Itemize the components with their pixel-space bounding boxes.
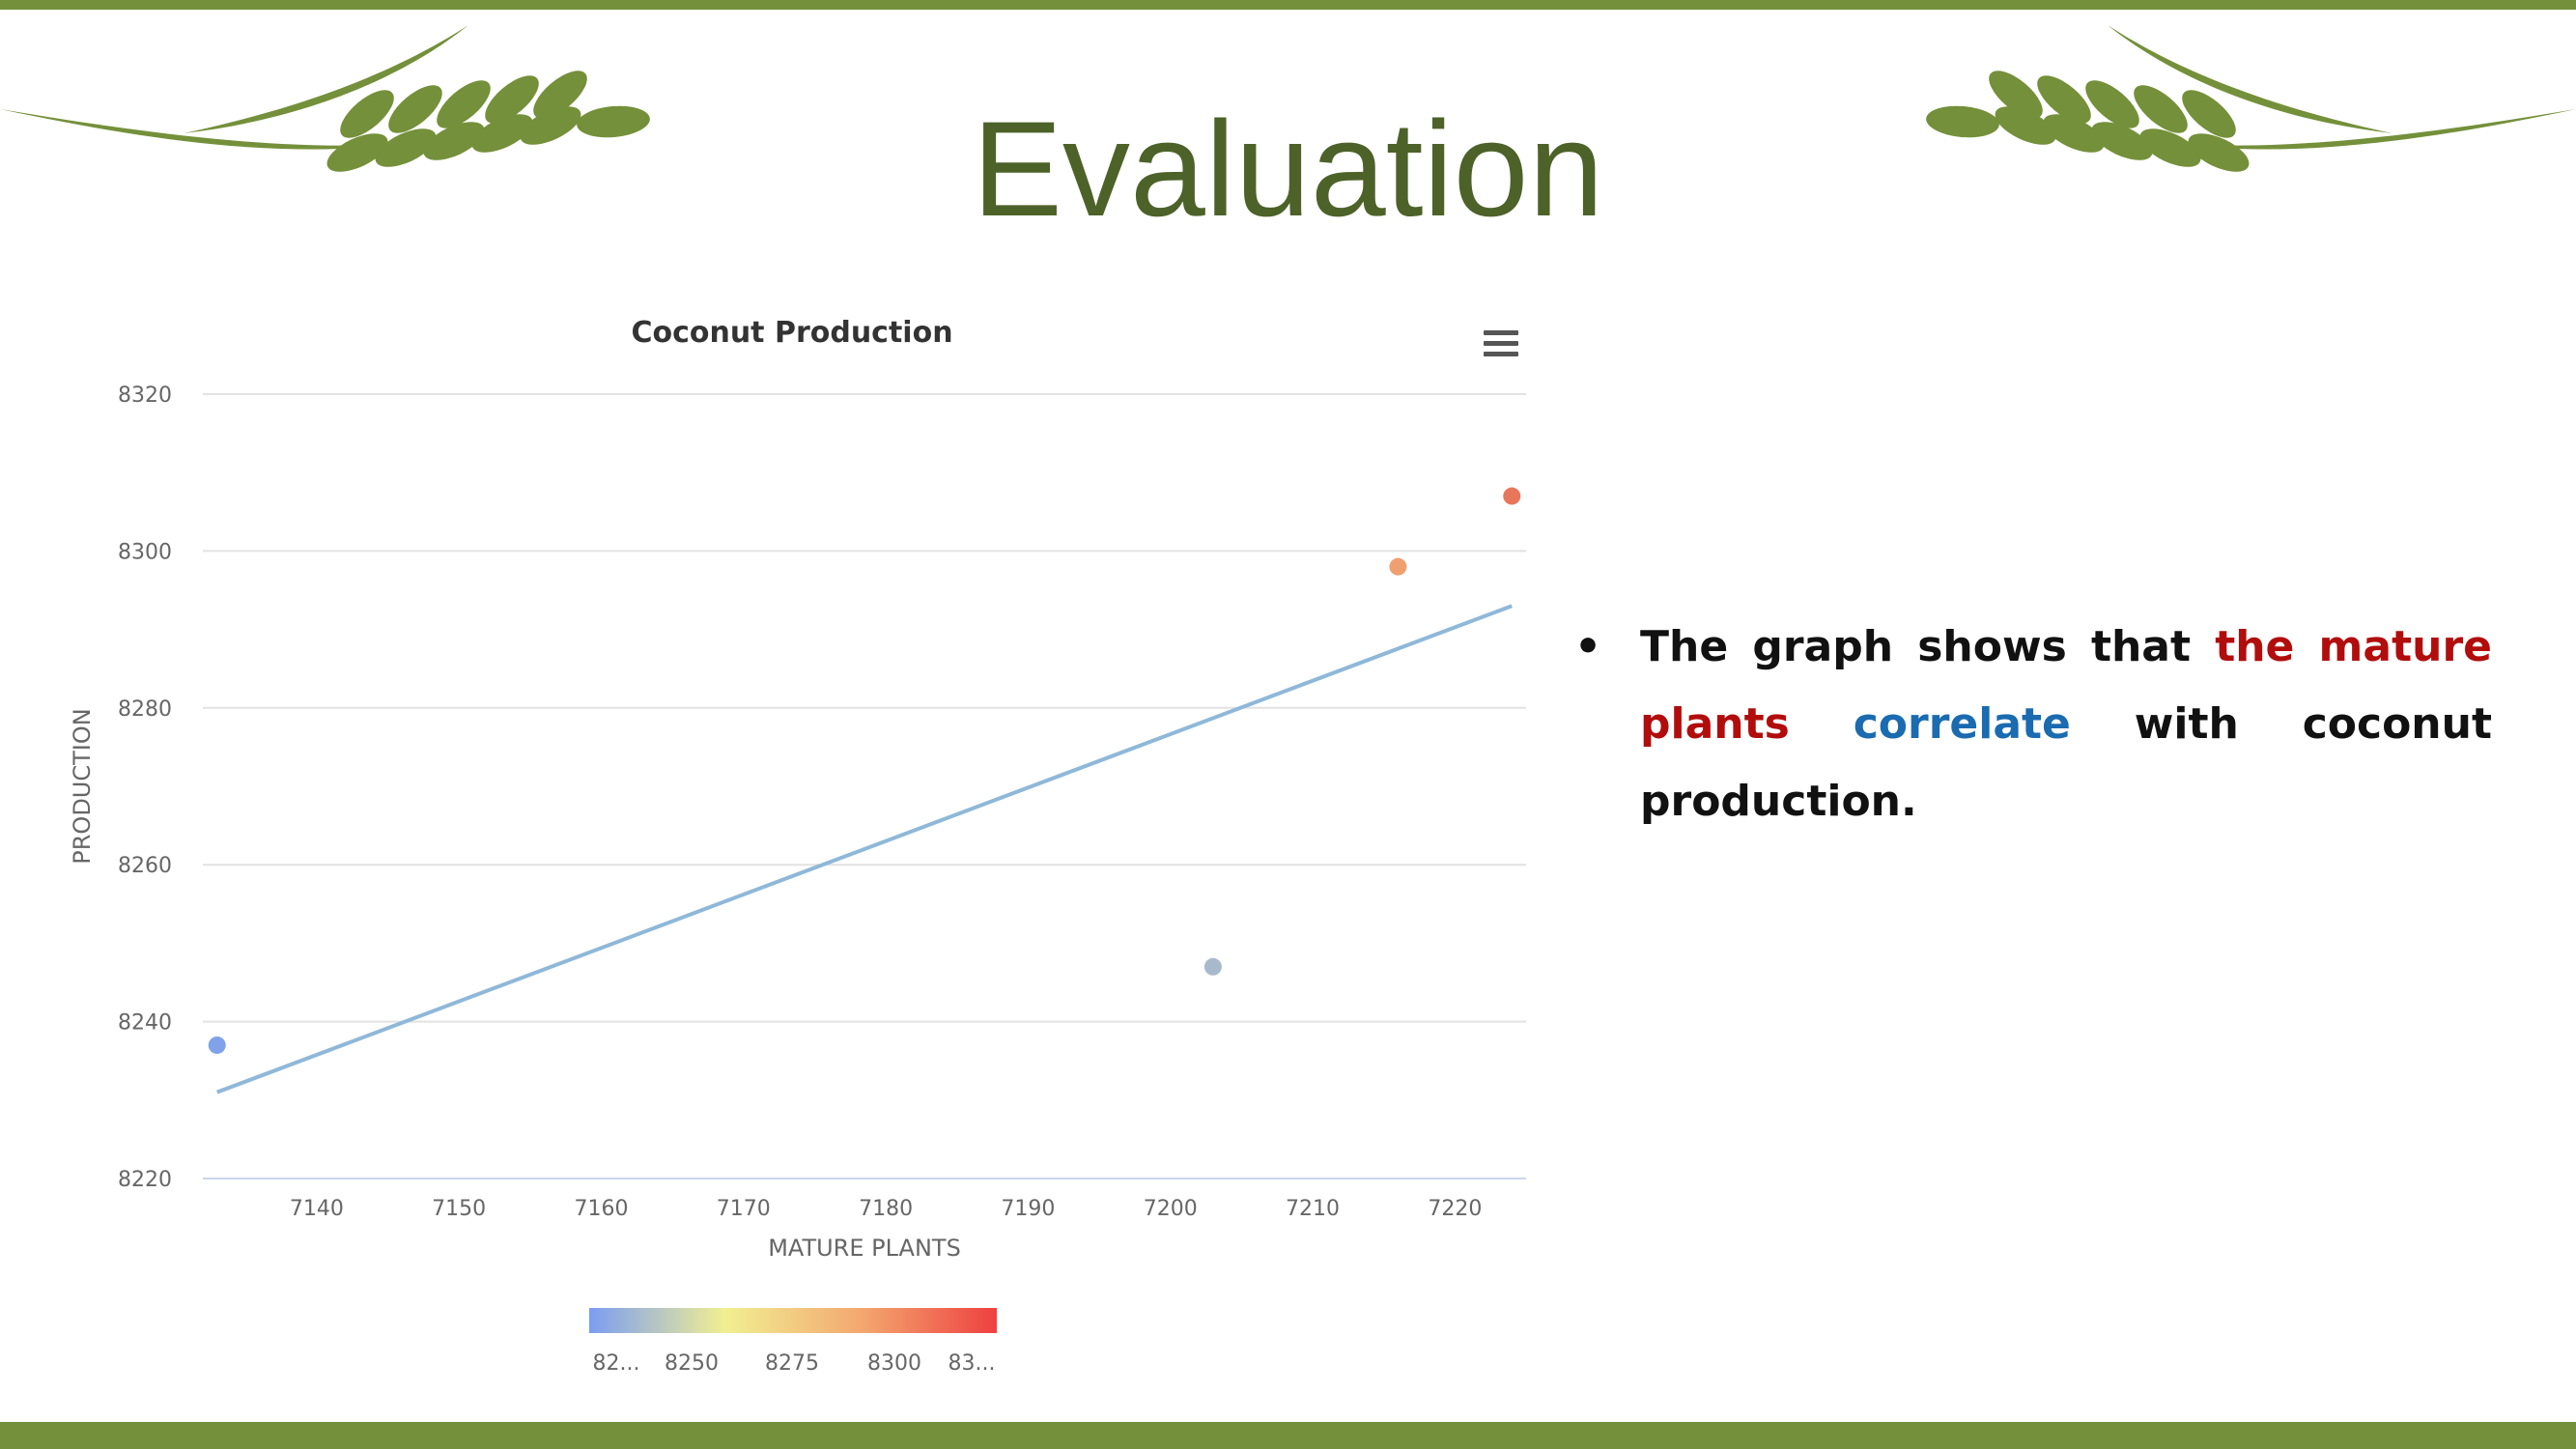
x-tick-label: 7170 xyxy=(717,1197,771,1221)
data-point xyxy=(208,1036,226,1054)
bullet-text-between xyxy=(1790,699,1854,749)
trendline xyxy=(216,604,1513,1094)
x-tick-label: 7160 xyxy=(574,1197,628,1221)
wheat-right-icon xyxy=(1926,25,2576,172)
color-scale-bar xyxy=(589,1308,997,1333)
bullet-text-before: The graph shows that xyxy=(1640,622,2216,671)
bullet-marker: • xyxy=(1574,622,1602,671)
data-point xyxy=(1203,957,1222,976)
data-point xyxy=(1503,487,1521,505)
bottom-band xyxy=(0,1422,2576,1449)
x-tick-label: 7200 xyxy=(1144,1197,1198,1221)
bullet-text: The graph shows that the mature plants c… xyxy=(1640,609,2492,840)
page-title: Evaluation xyxy=(972,93,1604,244)
menu-icon-bar xyxy=(1484,352,1518,356)
top-band xyxy=(0,0,2576,10)
bullet-text-after: with coconut production. xyxy=(1640,699,2492,826)
bullet-item: • The graph shows that the mature plants… xyxy=(1574,609,2492,840)
x-tick-label: 7190 xyxy=(1001,1197,1055,1221)
y-tick-label: 8300 xyxy=(118,540,172,564)
y-tick-label: 8240 xyxy=(118,1011,172,1036)
chart-title: Coconut Production xyxy=(631,316,952,350)
color-scale-label: 8275 xyxy=(765,1351,819,1376)
menu-icon xyxy=(1484,330,1518,335)
highlight-mature-plants: the mature plants xyxy=(1640,622,2492,749)
y-tick-label: 8220 xyxy=(118,1168,172,1192)
menu-icon-bar xyxy=(1484,341,1518,346)
x-tick-label: 7180 xyxy=(859,1197,913,1221)
wheat-left-icon xyxy=(0,25,650,172)
color-scale-label: 83... xyxy=(948,1351,996,1376)
x-tick-label: 7220 xyxy=(1428,1197,1482,1221)
x-tick-label: 7140 xyxy=(290,1197,344,1221)
scatter-chart: Coconut Production 8220 8240 8260 8280 8300 83… xyxy=(69,316,1526,1376)
y-axis-label: PRODUCTION xyxy=(69,708,96,864)
y-tick-label: 8280 xyxy=(118,697,172,722)
color-scale-label: 8250 xyxy=(665,1351,719,1376)
x-axis-label: MATURE PLANTS xyxy=(768,1235,961,1262)
x-tick-label: 7210 xyxy=(1286,1197,1340,1221)
highlight-correlate: correlate xyxy=(1853,699,2071,749)
color-scale-label: 8300 xyxy=(867,1351,921,1376)
color-scale-label: 82... xyxy=(593,1351,640,1376)
data-point xyxy=(1389,557,1407,576)
y-tick-label: 8260 xyxy=(118,854,172,878)
chart-menu-button[interactable] xyxy=(1478,327,1524,367)
y-tick-label: 8320 xyxy=(118,384,172,408)
x-tick-label: 7150 xyxy=(432,1197,486,1221)
